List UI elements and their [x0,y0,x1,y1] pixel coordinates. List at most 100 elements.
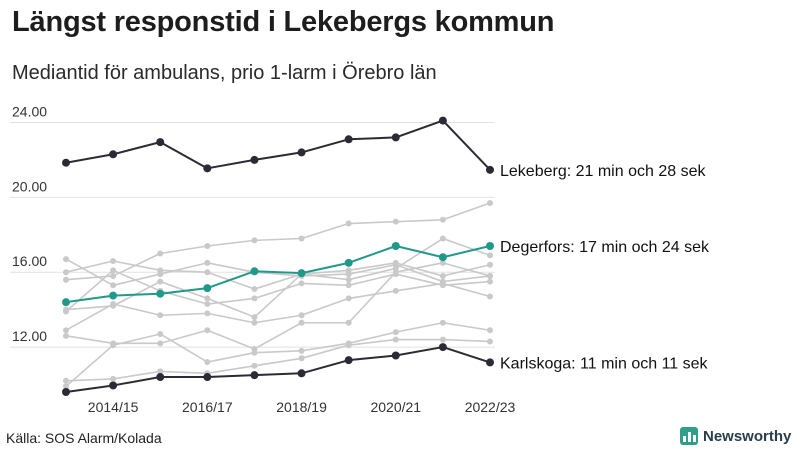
data-point [63,332,69,339]
data-point [487,278,493,285]
chart-subtitle: Mediantid för ambulans, prio 1-larm i Ör… [12,62,437,84]
x-tick-label: 2022/23 [465,399,516,415]
data-point [156,289,165,298]
data-point [250,267,259,276]
data-point [63,383,69,390]
data-point [439,216,446,223]
data-point [63,269,69,276]
data-point [204,301,211,308]
data-point [298,235,305,242]
data-point [298,319,305,326]
data-point [157,312,164,319]
data-point [157,340,164,347]
data-point [344,135,353,144]
data-point [110,302,117,309]
series-line-kommun-e [65,282,491,331]
data-point [392,259,399,266]
data-point [251,319,258,326]
data-point [251,237,258,244]
data-point [156,373,165,382]
data-point [251,349,258,356]
data-point [157,368,164,375]
data-point [392,336,399,343]
data-point [391,242,400,250]
data-point [157,278,164,285]
data-point [298,355,305,362]
series-line-kommun-g [65,262,491,350]
x-tick-label: 2020/21 [370,399,421,415]
data-point [487,327,493,334]
data-point [203,373,212,382]
data-point [345,342,352,349]
data-point [392,269,399,276]
series-line-degerfors [65,245,491,304]
series-line-karlskoga [65,346,491,393]
data-point [439,272,446,279]
data-point [345,282,352,289]
data-point [392,218,399,225]
data-point [297,148,306,157]
data-point [63,327,69,334]
data-point [204,259,211,266]
data-point [391,351,400,360]
y-tick-label: 24.00 [12,103,47,119]
data-point [156,138,165,147]
data-point [486,242,494,250]
data-point [487,272,493,279]
data-point [439,319,446,326]
data-point [110,267,117,274]
data-point [439,280,446,287]
data-point [109,291,118,300]
data-point [251,286,258,293]
data-point [251,314,258,321]
data-point [438,253,447,262]
data-point [250,155,259,164]
data-point [298,280,305,287]
x-tick-label: 2016/17 [182,399,233,415]
data-point [62,388,70,396]
newsworthy-logo-icon [680,427,698,445]
data-point [63,256,69,263]
data-point [251,295,258,302]
data-point [110,257,117,264]
data-point [110,272,117,279]
data-point [345,319,352,326]
data-point [110,282,117,289]
data-point [110,375,117,382]
data-point [63,377,69,384]
data-point [345,276,352,283]
chart-title: Längst responstid i Lekebergs kommun [12,6,555,38]
data-point [344,258,353,267]
data-point [204,359,211,366]
data-point [439,336,446,343]
series-line-kommun-i [65,338,491,382]
series-line-kommun-c [65,202,491,281]
series-end-label: Lekeberg: 21 min och 28 sek [500,163,706,180]
data-point [157,267,164,274]
data-point [344,356,353,365]
data-point [487,338,493,345]
data-point [297,369,306,378]
data-point [251,362,258,369]
data-point [204,295,211,302]
data-point [204,327,211,334]
series-line-lekeberg [65,119,491,171]
data-point [204,243,211,249]
data-point [203,284,212,293]
data-point [109,381,118,390]
brand: Newsworthy [680,427,791,445]
series-end-label: Karlskoga: 11 min och 11 sek [500,355,709,372]
data-point [204,269,211,276]
series-end-label: Degerfors: 17 min och 24 sek [500,239,710,256]
series-line-kommun-a [65,258,491,287]
data-point [487,293,493,300]
data-point [487,252,493,259]
data-point [391,133,400,142]
data-point [63,276,69,283]
brand-name: Newsworthy [703,427,792,445]
data-point [204,310,211,317]
data-point [345,267,352,274]
data-point [203,164,212,173]
x-tick-label: 2018/19 [276,399,327,415]
